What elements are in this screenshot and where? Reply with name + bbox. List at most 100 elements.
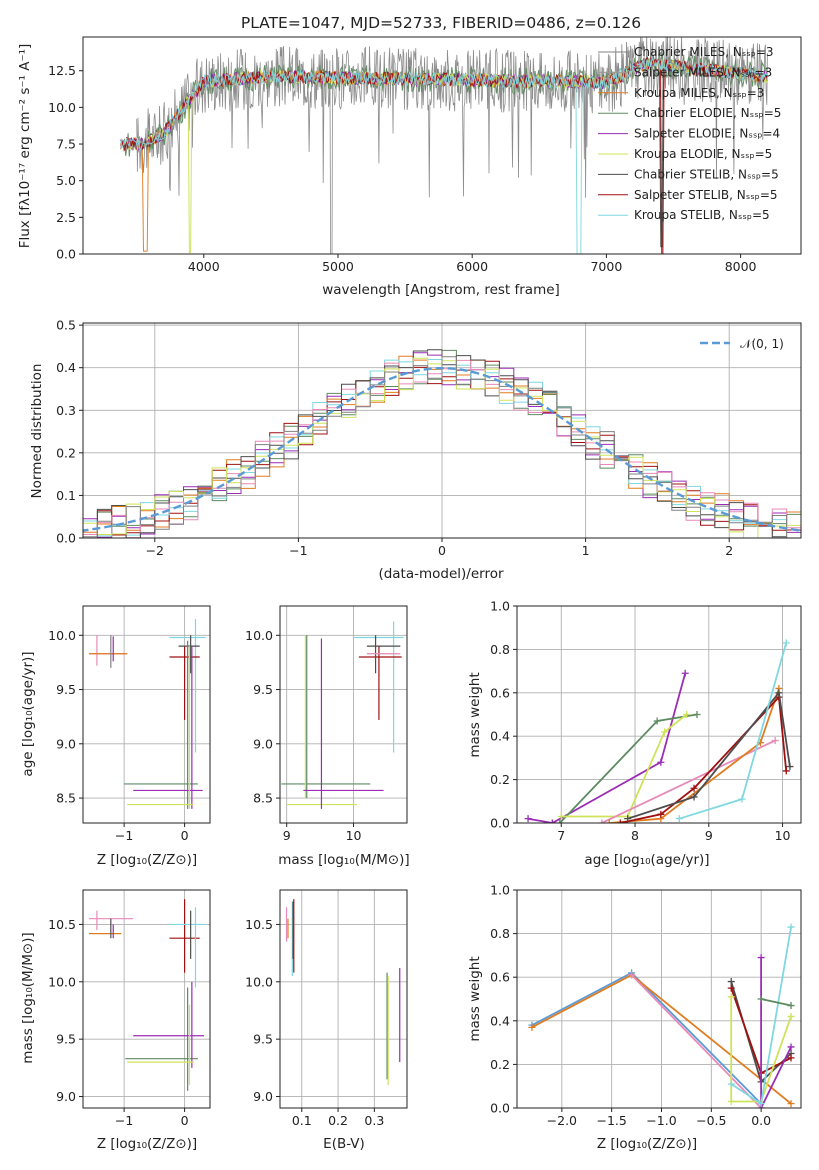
mass-vs-EBV-xtick-label: 0.2: [328, 1113, 348, 1128]
age-Z-xlabel: Z [log₁₀(Z/Z⊙)]: [97, 852, 197, 868]
mass-vs-Z-frame: [82, 889, 211, 1109]
spectrum-ytick-label: 7.5: [56, 137, 76, 152]
mass-vs-EBV-frame: [279, 889, 408, 1109]
residual-histogram: [83, 356, 801, 538]
spectrum-ytick-label: 5.0: [56, 173, 76, 188]
spectrum-ytick-label: 0.0: [56, 247, 76, 262]
weight-vs-age-xtick-label: 8: [631, 828, 639, 843]
chart-title: PLATE=1047, MJD=52733, FIBERID=0486, z=0…: [241, 14, 641, 32]
weight-marker: [757, 995, 765, 1003]
mass-EBV-xlabel: E(B-V): [323, 1136, 365, 1152]
residuals-ytick-label: 0.0: [56, 531, 76, 546]
weight-marker: [738, 795, 746, 803]
weight-vs-age-axes: 7 8 9 10 0.0 0.2 0.4 0.6 0.8 1.0: [490, 599, 801, 843]
weight-vs-Z-ytick-label: 0.8: [490, 926, 510, 941]
weight-marker: [782, 639, 790, 647]
weight-marker: [628, 971, 636, 979]
weight-marker: [548, 819, 556, 823]
age-vs-mass-axes: 9 10 8.5 9.0 9.5 10.0: [245, 606, 407, 843]
weight-line: [531, 971, 762, 1105]
mass-vs-EBV-marks: [285, 899, 401, 1086]
weight-Z-ylabel: mass weight: [467, 956, 483, 1041]
mass-vs-Z-xtick-label: −1: [115, 1113, 133, 1128]
residuals-xlabel: (data-model)/error: [378, 566, 504, 582]
spectrum-xtick-label: 5000: [322, 259, 354, 274]
weight-vs-age-ytick-label: 1.0: [490, 599, 510, 614]
weight-vs-Z-ytick-label: 1.0: [490, 883, 510, 898]
residuals-ylabel: Normed distribution: [29, 364, 45, 499]
weight-marker: [787, 1002, 795, 1010]
weight-marker: [727, 1097, 735, 1105]
weight-marker: [528, 1023, 536, 1031]
weight-Z-xlabel: Z [log₁₀(Z/Z⊙)]: [597, 1136, 697, 1152]
weight-marker: [690, 793, 698, 801]
residuals-ytick-label: 0.2: [56, 445, 76, 460]
age-vs-Z-ytick-label: 8.5: [56, 791, 76, 806]
weight-vs-age-ytick-label: 0.2: [490, 772, 510, 787]
residuals-xtick-label: −1: [289, 543, 307, 558]
age-vs-mass-xtick-label: 10: [346, 828, 362, 843]
weight-marker: [727, 993, 735, 1001]
weight-marker: [757, 954, 765, 962]
weight-marker: [787, 1100, 795, 1108]
legend-entry: Kroupa MILES, Nₛₛₚ=3: [634, 86, 764, 100]
residuals-ytick-label: 0.5: [56, 318, 76, 333]
residuals-frame: [82, 322, 802, 539]
spectrum-ylabel: Flux [fλ10⁻¹⁷ erg cm⁻² s⁻¹ A⁻¹]: [17, 44, 33, 249]
weight-marker: [653, 717, 661, 725]
weight-line: [760, 998, 792, 1007]
mass-Z-ylabel: mass [log₁₀(M/M⊙)]: [20, 932, 36, 1063]
mass-vs-EBV-ytick-label: 9.5: [253, 1032, 273, 1047]
weight-line: [627, 690, 791, 820]
weight-vs-age-ytick-label: 0.8: [490, 642, 510, 657]
weight-vs-age-marks: [524, 639, 794, 823]
mass-vs-EBV-ytick-label: 10.0: [245, 974, 273, 989]
weight-line: [630, 974, 762, 1108]
weight-vs-age-xtick-label: 10: [775, 828, 791, 843]
mass-vs-Z-ytick-label: 10.5: [48, 917, 76, 932]
weight-marker: [675, 815, 683, 823]
spectrum-ytick-label: 12.5: [48, 63, 76, 78]
weight-vs-age-xtick-label: 7: [557, 828, 565, 843]
weight-line: [760, 957, 792, 1108]
weight-marker: [524, 815, 532, 823]
weight-marker: [661, 728, 669, 736]
weight-vs-Z-ytick-label: 0.2: [490, 1057, 510, 1072]
weight-vs-Z-ytick-label: 0.0: [490, 1101, 510, 1116]
weight-marker: [787, 1043, 795, 1051]
legend-entry: Salpeter ELODIE, Nₛₛₚ=4: [634, 127, 780, 141]
spectrum-xtick-label: 7000: [590, 259, 622, 274]
weight-marker: [693, 711, 701, 718]
legend-entry: Salpeter STELIB, Nₛₛₚ=5: [634, 188, 778, 202]
spectrum-legend: Chabrier MILES, Nₛₛₚ=3 Salpeter MILES, Nₛ…: [598, 45, 781, 222]
weight-line: [551, 673, 687, 823]
weight-marker: [624, 815, 632, 823]
age-vs-Z-ytick-label: 9.0: [56, 736, 76, 751]
weight-marker: [605, 819, 613, 823]
spectrum-xlabel: wavelength [Angstrom, rest frame]: [322, 282, 560, 298]
weight-line: [561, 713, 688, 818]
weight-marker: [787, 1012, 795, 1020]
weight-marker: [727, 1080, 735, 1088]
age-vs-mass-ytick-label: 9.0: [253, 736, 273, 751]
age-vs-Z-ytick-label: 10.0: [48, 628, 76, 643]
spectrum-frame: [82, 36, 802, 255]
weight-marker: [681, 669, 689, 677]
weight-marker: [616, 819, 624, 823]
weight-marker: [787, 1054, 795, 1062]
weight-marker: [657, 758, 665, 766]
residuals-ytick-label: 0.3: [56, 403, 76, 418]
weight-vs-Z-ytick-label: 0.6: [490, 970, 510, 985]
spectrum-xtick-label: 6000: [456, 259, 488, 274]
residuals-legend: 𝒩(0, 1): [700, 337, 784, 351]
age-vs-mass-ytick-label: 9.5: [253, 682, 273, 697]
weight-vs-Z-frame: [516, 889, 802, 1109]
residuals-axes: −2 −1 0 1 2 0.0 0.1 0.2 0.3 0.4 0.5: [56, 318, 801, 558]
mass-vs-Z-ytick-label: 9.5: [56, 1032, 76, 1047]
age-vs-Z-xtick-label: 0: [181, 828, 189, 843]
spectrum-ytick-label: 2.5: [56, 210, 76, 225]
age-vs-Z-xtick-label: −1: [115, 828, 133, 843]
legend-entry: 𝒩(0, 1): [740, 337, 784, 351]
weight-vs-age-ytick-label: 0.0: [490, 816, 510, 831]
weight-marker: [657, 810, 665, 818]
